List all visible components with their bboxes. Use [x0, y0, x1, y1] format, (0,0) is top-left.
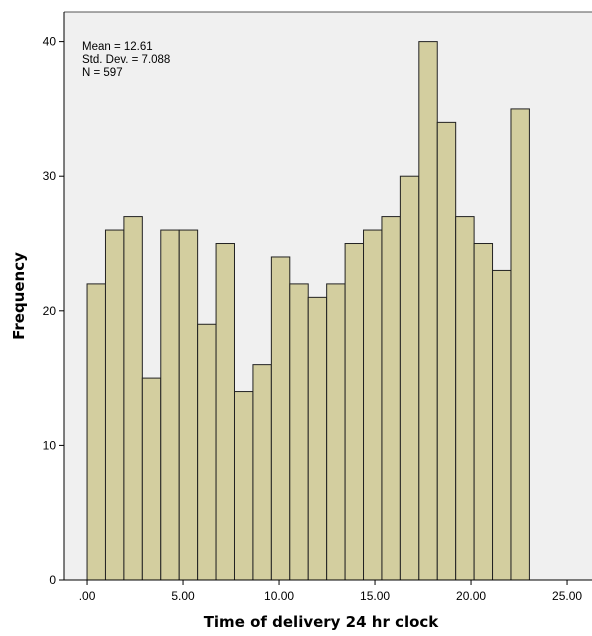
y-tick-label: 0	[49, 573, 56, 587]
histogram-bar	[344, 243, 365, 581]
histogram-bar	[270, 256, 291, 581]
x-tick-label: 10.00	[264, 589, 294, 603]
histogram-bar	[307, 296, 328, 581]
y-axis-title: Frequency	[10, 252, 28, 340]
histogram-bar	[289, 283, 309, 581]
histogram-bar	[141, 377, 162, 581]
stats-std-dev: Std. Dev. = 7.088	[82, 54, 170, 66]
y-tick-label: 10	[43, 438, 57, 452]
axes-group	[63, 11, 592, 581]
histogram-bar	[492, 269, 512, 581]
histogram-bar	[178, 229, 199, 581]
y-tick-label: 20	[43, 304, 57, 318]
stats-mean: Mean = 12.61	[82, 41, 153, 53]
x-tick-label: 5.00	[171, 589, 195, 603]
histogram-bar	[86, 283, 106, 581]
histogram-bar	[510, 108, 530, 581]
histogram-bar	[418, 41, 438, 581]
histogram-bar	[363, 229, 383, 581]
histogram-bar	[326, 283, 346, 581]
histogram-bar	[160, 229, 180, 581]
histogram-bar	[123, 216, 143, 581]
x-axis-ticks: .00 5.00 10.00 15.00 20.00 25.00	[79, 580, 582, 603]
histogram-bar	[104, 229, 125, 581]
histogram-bar	[399, 175, 420, 581]
y-axis-ticks: 0 10 20 30 40	[43, 35, 64, 587]
histogram-bar	[473, 243, 494, 581]
y-tick-label: 40	[43, 35, 57, 49]
histogram-bar	[215, 243, 235, 581]
y-tick-label: 30	[43, 169, 57, 183]
stats-n: N = 597	[82, 67, 123, 79]
x-tick-label: .00	[79, 589, 96, 603]
histogram-bar	[455, 216, 475, 581]
histogram-bar	[234, 391, 254, 581]
x-tick-label: 15.00	[360, 589, 390, 603]
histogram-bar	[381, 216, 401, 581]
x-tick-label: 25.00	[552, 589, 582, 603]
histogram-bar	[252, 364, 272, 581]
bars-group	[86, 41, 530, 581]
histogram-bar	[436, 121, 457, 581]
x-axis-title: Time of delivery 24 hr clock	[204, 613, 440, 631]
histogram-bar	[197, 323, 217, 581]
x-tick-label: 20.00	[456, 589, 486, 603]
